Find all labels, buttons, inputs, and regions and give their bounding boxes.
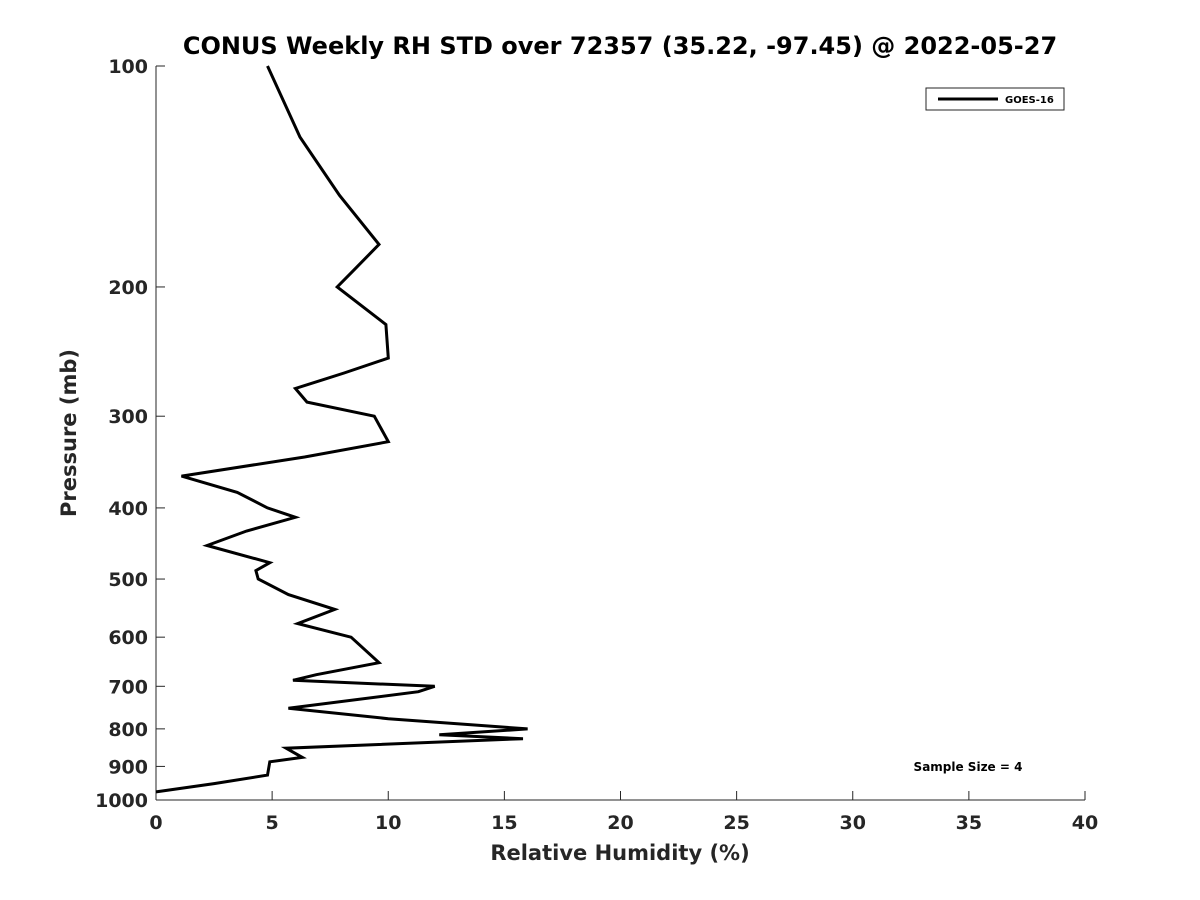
- x-tick-label: 40: [1072, 812, 1098, 834]
- axes: [155, 66, 1085, 801]
- x-tick-label: 20: [607, 812, 633, 834]
- legend-entry-goes-16: GOES-16: [1005, 95, 1054, 106]
- y-tick-label: 200: [108, 277, 148, 299]
- y-tick-label: 800: [108, 719, 148, 741]
- x-tick-label: 25: [723, 812, 749, 834]
- y-tick-label: 300: [108, 406, 148, 428]
- y-tick-label: 400: [108, 498, 148, 520]
- x-tick-label: 35: [956, 812, 982, 834]
- series-line-goes-16: [155, 65, 528, 794]
- x-tick-label: 15: [491, 812, 517, 834]
- y-tick-label: 500: [108, 569, 148, 591]
- y-axis-label: Pressure (mb): [57, 349, 81, 517]
- x-axis-label: Relative Humidity (%): [490, 841, 749, 865]
- sample-size-annotation: Sample Size = 4: [914, 760, 1023, 774]
- x-tick-label: 30: [840, 812, 866, 834]
- y-tick-label: 100: [108, 56, 148, 78]
- x-tick-label: 10: [375, 812, 401, 834]
- x-tick-label: 5: [266, 812, 279, 834]
- y-tick-label: 1000: [95, 790, 148, 812]
- legend: GOES-16: [925, 87, 1065, 111]
- y-tick-label: 900: [108, 756, 148, 778]
- chart-title: CONUS Weekly RH STD over 72357 (35.22, -…: [183, 32, 1057, 60]
- series-layer: [155, 65, 528, 794]
- y-tick-label: 600: [108, 627, 148, 649]
- y-ticks: 100 200 300 400 500 600 700 800 900 1000: [95, 56, 165, 812]
- x-tick-label: 0: [149, 812, 162, 834]
- y-tick-label: 700: [108, 676, 148, 698]
- x-ticks: 0 5 10 15 20 25 30 35 40: [149, 791, 1098, 834]
